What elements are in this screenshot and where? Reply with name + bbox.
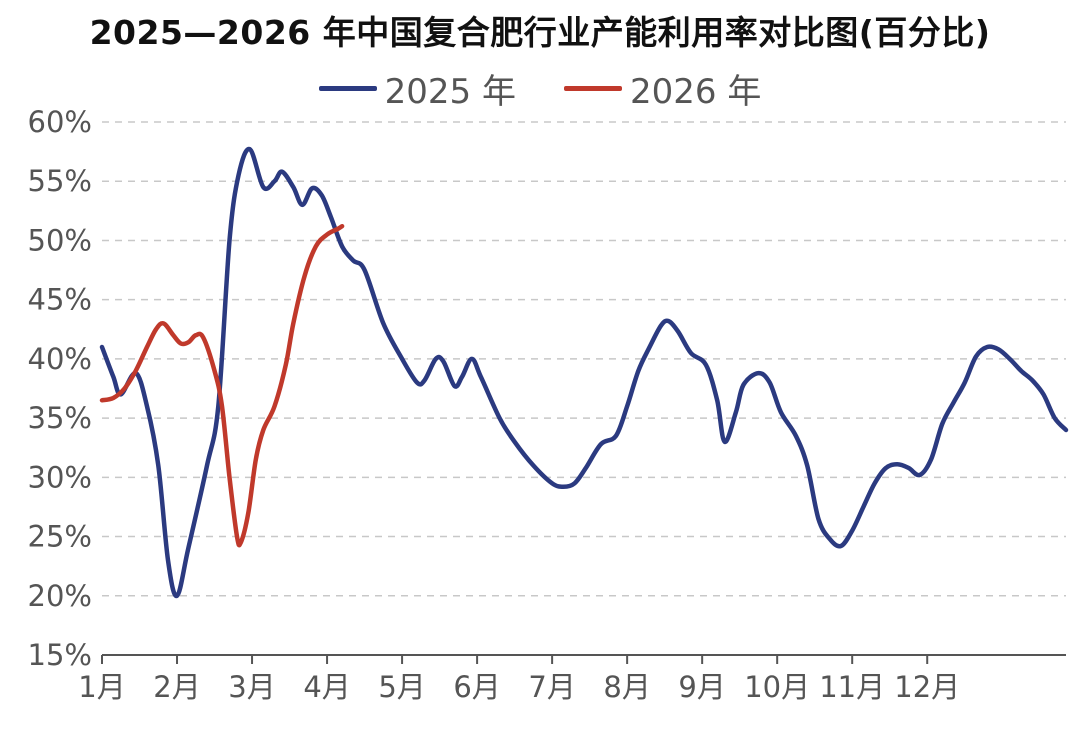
- legend-item-2026: 2026 年: [564, 64, 761, 113]
- series-line-2026: [99, 223, 345, 548]
- y-tick-label-25: 25%: [28, 520, 92, 554]
- y-tick-label-45: 45%: [28, 283, 92, 317]
- y-tick-label-20: 20%: [28, 579, 92, 613]
- x-tick-label-10: 10月: [744, 670, 810, 704]
- series-line-2025: [99, 146, 1069, 599]
- x-tick-label-5: 5月: [378, 670, 425, 704]
- y-tick-label-55: 55%: [28, 164, 92, 198]
- legend-swatch-2026: [564, 86, 622, 91]
- x-tick-label-9: 9月: [678, 670, 725, 704]
- y-tick-label-35: 35%: [28, 401, 92, 435]
- chart-title: 2025—2026 年中国复合肥行业产能利用率对比图(百分比): [89, 13, 991, 52]
- y-tick-label-40: 40%: [28, 342, 92, 376]
- x-tick-label-3: 3月: [228, 670, 275, 704]
- legend: 2025 年 2026 年: [0, 64, 1080, 113]
- x-tick-label-4: 4月: [303, 670, 350, 704]
- legend-label-2025: 2025 年: [384, 72, 516, 112]
- y-tick-label-30: 30%: [28, 460, 92, 494]
- y-tick-label-15: 15%: [28, 638, 92, 672]
- x-tick-label-8: 8月: [603, 670, 650, 704]
- x-tick-label-11: 11月: [819, 670, 885, 704]
- y-tick-label-50: 50%: [28, 223, 92, 257]
- x-tick-label-1: 1月: [78, 670, 125, 704]
- x-tick-label-2: 2月: [153, 670, 200, 704]
- legend-swatch-2025: [318, 86, 377, 91]
- x-tick-label-12: 12月: [894, 670, 960, 704]
- y-tick-label-60: 60%: [28, 105, 92, 139]
- legend-item-2025: 2025 年: [318, 64, 516, 113]
- legend-label-2026: 2026 年: [630, 72, 762, 112]
- x-tick-label-7: 7月: [528, 670, 575, 704]
- x-tick-label-6: 6月: [453, 670, 500, 704]
